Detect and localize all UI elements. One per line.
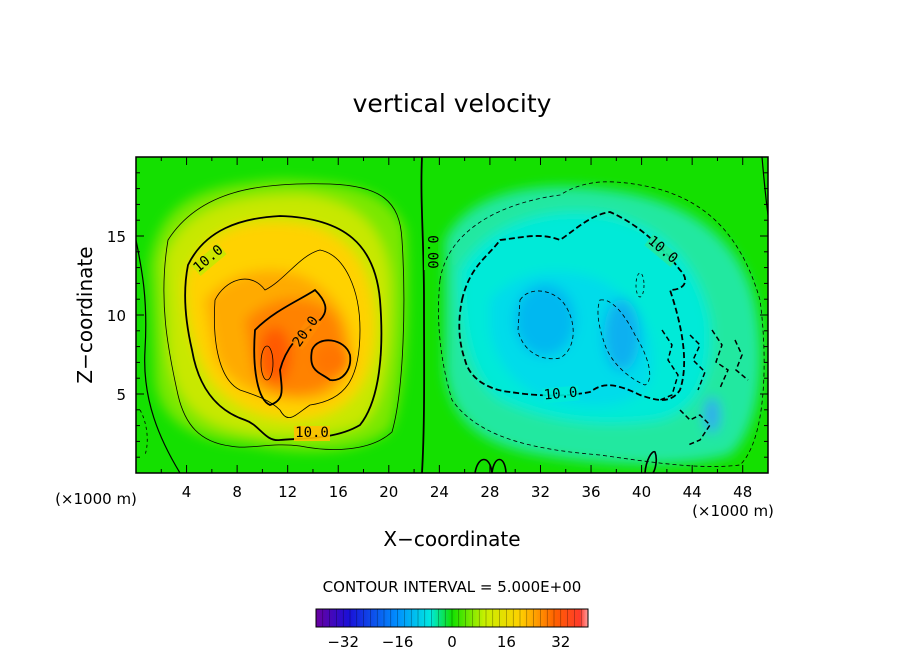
plot-area: 10.0 20.0 10.0 0.00 10.0 10.0 4 8 12 16 20 24…	[107, 156, 769, 501]
contour-label: 0.00	[424, 235, 440, 269]
y-axis: 5 10 15	[107, 172, 768, 458]
x-tick-label: 20	[379, 483, 398, 501]
contour-small-bottom	[474, 450, 658, 473]
colorbar-tick-label: 0	[447, 633, 457, 651]
y-tick-label: 10	[107, 307, 126, 325]
x-unit-right: (×1000 m)	[692, 502, 774, 520]
colorbar-tick-label: −16	[382, 633, 414, 651]
contour-left-dashed	[139, 409, 148, 456]
y-tick-label: 5	[116, 386, 126, 404]
x-tick-label: 48	[733, 483, 752, 501]
contour-neg5	[438, 181, 765, 467]
contour-neg15c	[635, 272, 645, 298]
colorbar-tick-label: 32	[551, 633, 570, 651]
contour-25b	[310, 339, 352, 382]
x-tick-label: 32	[531, 483, 550, 501]
chart-title: vertical velocity	[353, 89, 552, 118]
x-tick-label: 16	[329, 483, 348, 501]
y-tick-label: 15	[107, 228, 126, 246]
colorbar: −32 −16 0 16 32	[315, 608, 589, 651]
x-tick-label: 8	[232, 483, 242, 501]
x-tick-label: 40	[632, 483, 651, 501]
x-tick-label: 12	[278, 483, 297, 501]
contour-zero	[420, 157, 426, 473]
contour-interval: CONTOUR INTERVAL = 5.000E+00	[323, 578, 582, 596]
colorbar-tick-label: 16	[497, 633, 516, 651]
contour-neg15b	[597, 299, 651, 386]
heatmap-field	[136, 157, 768, 473]
contour-label: 10.0	[295, 425, 329, 441]
contour-neg10-cells	[659, 329, 749, 446]
x-tick-label: 44	[683, 483, 702, 501]
colorbar-separators	[322, 609, 582, 627]
contour-5	[163, 183, 405, 450]
contour-25a	[260, 345, 274, 381]
colorbar-tick-label: −32	[327, 633, 359, 651]
x-unit-left: (×1000 m)	[55, 490, 137, 508]
contour-zero-left	[136, 239, 181, 473]
contour-20	[253, 288, 327, 406]
contour-10	[184, 215, 383, 441]
x-tick-label: 28	[480, 483, 499, 501]
x-tick-label: 4	[182, 483, 192, 501]
contour-neg10	[458, 211, 687, 401]
contour-lines	[136, 157, 768, 473]
x-axis-title: X−coordinate	[383, 527, 520, 551]
contour-label: 10.0	[543, 385, 578, 404]
x-tick-label: 36	[581, 483, 600, 501]
x-tick-label: 24	[430, 483, 449, 501]
contour-15	[214, 249, 361, 419]
colorbar-ticks: −32 −16 0 16 32	[327, 633, 570, 651]
x-axis: 4 8 12 16 20 24 28 32 36 40 44 48	[160, 157, 752, 501]
y-axis-title: Z−coordinate	[73, 246, 97, 383]
